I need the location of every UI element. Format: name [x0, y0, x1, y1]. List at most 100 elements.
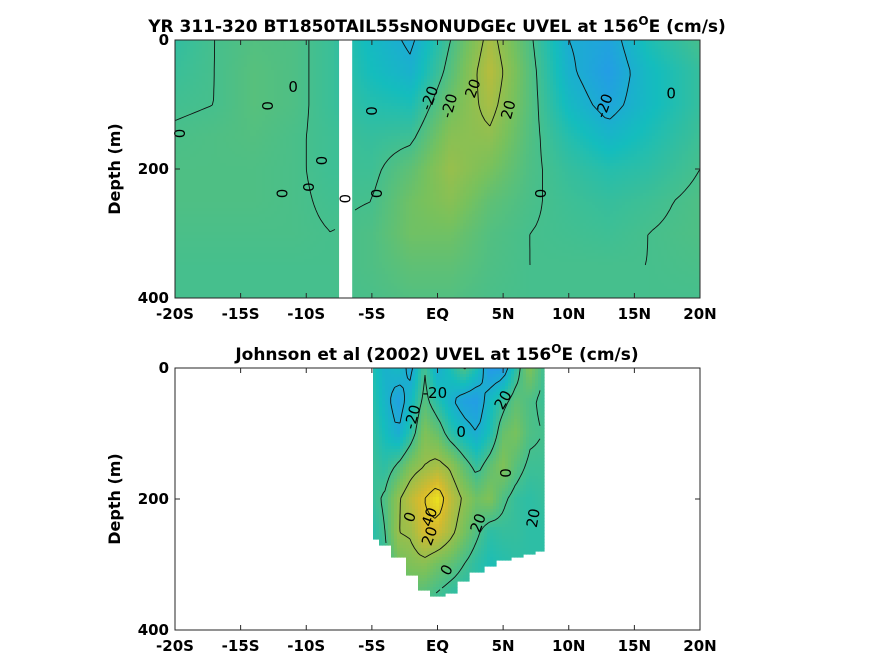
field-cell — [319, 46, 323, 50]
field-cell — [499, 100, 503, 104]
field-cell — [541, 109, 545, 113]
field-cell — [682, 94, 686, 98]
field-cell — [577, 73, 581, 77]
field-cell — [184, 46, 188, 50]
field-cell — [259, 40, 263, 44]
field-cell — [490, 85, 494, 89]
field-cell — [376, 91, 380, 95]
field-cell — [664, 70, 668, 74]
field-cell — [304, 46, 308, 50]
field-cell — [412, 55, 416, 59]
field-cell — [334, 49, 338, 53]
field-cell — [628, 100, 632, 104]
field-cell — [565, 52, 569, 56]
field-cell — [547, 61, 551, 65]
field-cell — [685, 82, 689, 86]
field-cell — [628, 52, 632, 56]
field-cell — [688, 76, 692, 80]
field-cell — [688, 88, 692, 92]
field-cell — [619, 85, 623, 89]
field-cell — [445, 94, 449, 98]
field-cell — [532, 85, 536, 89]
field-cell — [670, 85, 674, 89]
field-cell — [565, 67, 569, 71]
field-cell — [538, 64, 542, 68]
field-cell — [253, 76, 257, 80]
field-cell — [316, 88, 320, 92]
field-cell — [574, 106, 578, 110]
field-cell — [256, 94, 260, 98]
field-cell — [409, 46, 413, 50]
field-cell — [220, 70, 224, 74]
field-cell — [559, 46, 563, 50]
field-cell — [250, 97, 254, 101]
field-cell — [682, 52, 686, 56]
field-cell — [181, 73, 185, 77]
field-cell — [460, 88, 464, 92]
field-cell — [463, 73, 467, 77]
field-cell — [385, 94, 389, 98]
field-cell — [289, 67, 293, 71]
field-cell — [352, 82, 356, 86]
field-cell — [529, 40, 533, 44]
field-cell — [379, 97, 383, 101]
field-cell — [559, 40, 563, 44]
field-cell — [523, 43, 527, 47]
field-cell — [538, 79, 542, 83]
field-cell — [550, 64, 554, 68]
field-cell — [685, 79, 689, 83]
field-cell — [577, 70, 581, 74]
field-cell — [631, 46, 635, 50]
field-cell — [505, 94, 509, 98]
field-cell — [517, 97, 521, 101]
field-cell — [658, 85, 662, 89]
field-cell — [286, 64, 290, 68]
field-cell — [607, 112, 611, 116]
field-cell — [520, 40, 524, 44]
field-cell — [397, 91, 401, 95]
field-cell — [298, 58, 302, 62]
field-cell — [676, 70, 680, 74]
field-cell — [502, 82, 506, 86]
field-cell — [202, 52, 206, 56]
field-cell — [229, 55, 233, 59]
field-cell — [247, 49, 251, 53]
field-cell — [538, 55, 542, 59]
field-cell — [523, 85, 527, 89]
field-cell — [577, 40, 581, 44]
field-cell — [526, 70, 530, 74]
field-cell — [664, 46, 668, 50]
field-cell — [370, 91, 374, 95]
field-cell — [577, 43, 581, 47]
field-cell — [229, 43, 233, 47]
field-cell — [352, 97, 356, 101]
field-cell — [412, 103, 416, 107]
field-cell — [457, 67, 461, 71]
field-cell — [634, 61, 638, 65]
field-cell — [553, 112, 557, 116]
field-cell — [286, 106, 290, 110]
field-cell — [409, 109, 413, 113]
field-cell — [223, 115, 227, 119]
field-cell — [271, 91, 275, 95]
field-cell — [232, 106, 236, 110]
field-cell — [433, 73, 437, 77]
field-cell — [517, 55, 521, 59]
field-cell — [580, 88, 584, 92]
field-cell — [274, 97, 278, 101]
field-cell — [556, 67, 560, 71]
field-cell — [592, 106, 596, 110]
field-cell — [541, 52, 545, 56]
field-cell — [265, 115, 269, 119]
field-cell — [622, 61, 626, 65]
field-cell — [310, 112, 314, 116]
field-cell — [628, 106, 632, 110]
field-cell — [397, 70, 401, 74]
field-cell — [619, 79, 623, 83]
field-cell — [571, 82, 575, 86]
field-cell — [247, 61, 251, 65]
field-cell — [469, 70, 473, 74]
field-cell — [316, 70, 320, 74]
field-cell — [682, 70, 686, 74]
field-cell — [427, 115, 431, 119]
